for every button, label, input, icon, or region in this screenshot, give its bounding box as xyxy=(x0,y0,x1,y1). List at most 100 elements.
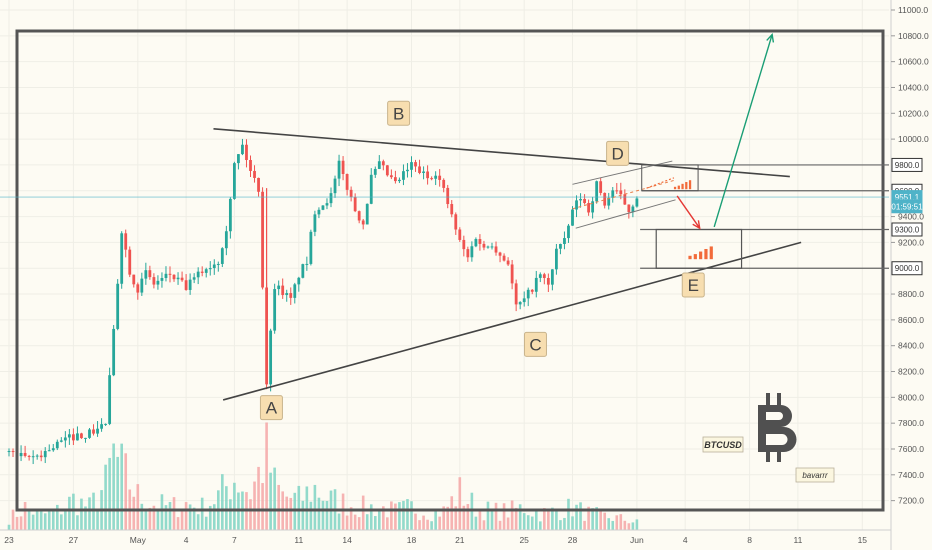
projection-box-small xyxy=(641,164,699,192)
volume-bar xyxy=(233,482,236,530)
volume-bar xyxy=(192,507,196,530)
volume-bar xyxy=(482,520,486,530)
candle-body xyxy=(76,433,79,441)
volume-bar xyxy=(438,516,441,530)
volume-bar xyxy=(474,516,478,530)
volume-bar xyxy=(494,502,498,530)
price-tag-box xyxy=(891,222,923,237)
mini-bar xyxy=(688,255,692,260)
wave-label-box xyxy=(681,272,705,298)
volume-bar xyxy=(200,497,204,530)
candle-body xyxy=(19,452,23,457)
price-tag-label: 9551.1 xyxy=(895,193,920,202)
candle-body xyxy=(575,200,578,210)
candle-body xyxy=(542,274,546,278)
candle-body xyxy=(434,175,438,179)
candle-body xyxy=(587,203,590,213)
volume-bar xyxy=(96,509,99,530)
volume-bar xyxy=(188,504,192,530)
volume-bar xyxy=(289,497,293,530)
volume-bar xyxy=(156,510,160,530)
time-tick-label: 25 xyxy=(519,535,529,545)
candle-body xyxy=(591,201,595,213)
candle-body xyxy=(297,277,301,285)
author-tag-box xyxy=(795,467,835,483)
candle-body xyxy=(35,455,39,457)
symbol-tag: BTCUSD xyxy=(702,436,744,453)
volume-bar xyxy=(458,477,462,530)
volume-bar xyxy=(31,514,35,530)
time-axis[interactable]: 23 27 May 4 7 11 14 18 21 25 28 Jun 4 8 11 15 xyxy=(0,529,891,545)
mini-bar xyxy=(677,185,680,190)
candle-body xyxy=(212,264,216,269)
volume-bar xyxy=(386,517,389,530)
wave-label-box xyxy=(606,140,630,166)
candle-body xyxy=(321,205,325,210)
candle-body xyxy=(530,289,534,292)
volume-bar xyxy=(603,512,606,530)
volume-bar xyxy=(112,443,115,530)
volume-bar xyxy=(430,521,433,530)
volume-bar xyxy=(555,511,558,530)
mini-bar xyxy=(704,248,708,260)
volume-bar xyxy=(559,520,562,530)
volume-bar xyxy=(19,516,23,530)
candle-body xyxy=(534,277,538,292)
candle-body xyxy=(559,243,562,249)
volume-bar xyxy=(140,503,144,530)
volume-bar xyxy=(15,516,19,530)
volume-bar xyxy=(116,456,119,530)
price-tag-label: 9000.0 xyxy=(895,264,920,273)
candle-body xyxy=(120,233,124,284)
volume-bar xyxy=(23,501,27,530)
volume-bar xyxy=(80,498,83,530)
author-tag: bavarrr xyxy=(795,467,835,483)
volume-bar xyxy=(43,513,47,530)
volume-bar xyxy=(378,508,381,530)
mini-bar xyxy=(673,186,677,190)
price-tick-label: 11000.0 xyxy=(898,5,928,15)
candle-body xyxy=(67,434,71,438)
volume-bar xyxy=(454,506,458,530)
author-text: bavarrr xyxy=(802,471,828,480)
volume-bar xyxy=(152,505,156,530)
candle-body xyxy=(160,278,164,281)
candle-body xyxy=(112,328,116,376)
arrow-shaft xyxy=(676,195,701,229)
candle-body xyxy=(128,249,132,275)
volume-bar xyxy=(180,510,184,530)
candle-body xyxy=(418,166,421,173)
volume-bar xyxy=(357,517,361,530)
volume-bar xyxy=(410,501,413,530)
volume-bar xyxy=(132,496,136,530)
candle-body xyxy=(466,249,470,258)
price-axis[interactable]: 7200.0 7400.0 7600.0 7800.0 8000.0 8200.0 8400… xyxy=(890,0,932,550)
volume-bar xyxy=(164,505,168,530)
volume-bar xyxy=(47,509,51,530)
candle-body xyxy=(430,178,434,180)
wave-label-c: C xyxy=(523,331,547,357)
time-tick-label: 28 xyxy=(568,535,578,545)
wave-label-e: E xyxy=(681,272,705,298)
candle-body xyxy=(257,177,260,192)
wave-label-text: B xyxy=(393,104,404,123)
volume-bar xyxy=(434,508,437,530)
candle-body xyxy=(136,284,140,293)
price-tag-box xyxy=(891,157,923,172)
candle-body xyxy=(369,174,373,204)
candle-body xyxy=(31,456,35,458)
candle-body xyxy=(92,429,95,434)
candle-body xyxy=(410,162,413,170)
volume-bar xyxy=(446,506,450,530)
candle-body xyxy=(510,264,514,284)
price-tag-line: 9000.0 xyxy=(891,261,923,276)
candle-body xyxy=(233,163,236,199)
candle-body xyxy=(611,190,615,198)
time-tick-label: 23 xyxy=(4,535,14,545)
arrow-head xyxy=(692,220,701,230)
wave-label-text: A xyxy=(266,399,278,418)
volume-bar xyxy=(502,503,506,530)
volume-bar xyxy=(273,467,276,530)
